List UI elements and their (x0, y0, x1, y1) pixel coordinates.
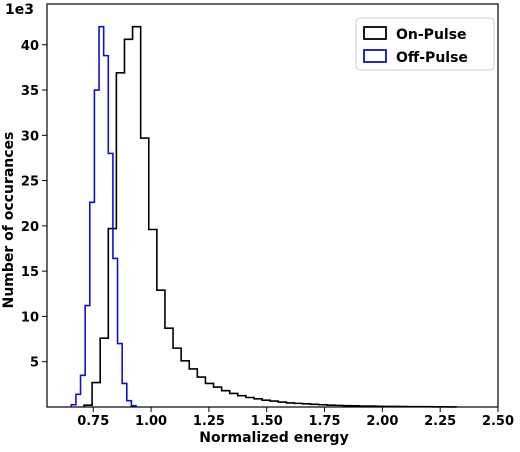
x-tick-label: 2.00 (366, 414, 398, 429)
legend-label: On-Pulse (396, 27, 467, 43)
legend: On-Pulse Off-Pulse (355, 17, 495, 71)
y-tick-label: 15 (21, 265, 39, 280)
x-axis-label: Normalized energy (199, 430, 348, 446)
legend-swatch (363, 49, 387, 63)
y-tick-label: 35 (21, 84, 39, 99)
x-tick-label: 0.75 (77, 414, 109, 429)
series-layer (70, 25, 458, 408)
x-tick-label: 1.75 (308, 414, 340, 429)
y-tick-label: 40 (21, 39, 39, 54)
x-tick-label: 2.25 (424, 414, 456, 429)
legend-box (355, 17, 495, 71)
x-tick-label: 2.50 (482, 414, 514, 429)
y-tick-label: 20 (21, 220, 39, 235)
y-tick-label: 5 (30, 356, 39, 371)
x-tick-label: 1.00 (135, 414, 167, 429)
axes-layer: 0.75 1.00 1.25 1.50 1.75 2.00 2.25 2.50 5 10 15 20 2… (21, 3, 514, 429)
y-offset-label: 1e3 (5, 2, 34, 18)
x-tick-label: 1.50 (251, 414, 283, 429)
histogram-step-on-pulse (83, 25, 458, 408)
plot-frame (46, 3, 499, 408)
y-tick-label: 30 (21, 129, 39, 144)
y-tick-label: 25 (21, 175, 39, 190)
legend-label: Off-Pulse (396, 50, 468, 66)
legend-swatch (363, 26, 387, 40)
histogram-step-off-pulse (70, 25, 137, 407)
y-axis-label: Number of occurances (1, 132, 17, 309)
y-tick-label: 10 (21, 310, 39, 325)
x-tick-label: 1.25 (193, 414, 225, 429)
